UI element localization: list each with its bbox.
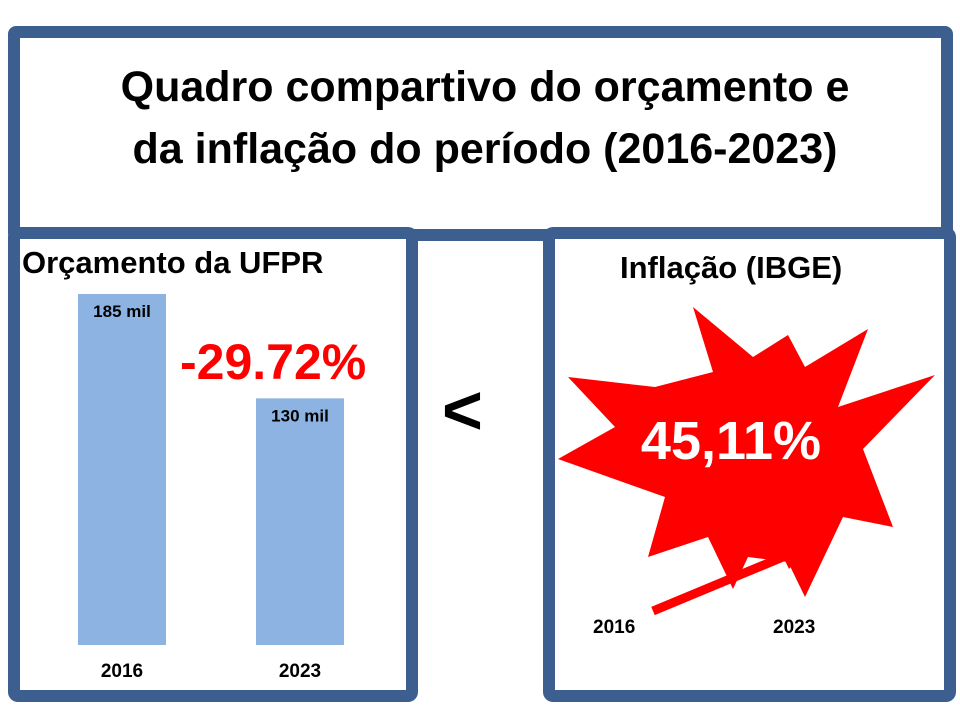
category-label: 2023 [279,661,321,682]
inflation-value: 45,11% [640,411,822,471]
trend-arrow-icon [651,543,811,616]
explosion-burst-shape [558,307,935,597]
title-line-1: Quadro compartivo do orçamento e [120,63,850,111]
inflation-burst [558,307,935,616]
budget-panel [8,227,418,702]
budget-panel-title: Orçamento da UFPR [22,245,324,280]
budget-bar-chart: 185 mil 2016 130 mil 2023 [78,294,344,682]
inflation-panel-title: Inflação (IBGE) [620,250,843,285]
bar-data-label: 130 mil [271,406,329,425]
title-line-2: da inflação do período (2016-2023) [132,125,838,173]
category-label: 2016 [101,661,143,682]
bar-2023 [256,398,344,645]
inflation-end-year: 2023 [773,617,816,638]
bar-2016 [78,294,166,645]
inflation-start-year: 2016 [593,617,636,638]
inflation-panel [543,227,956,702]
less-than-symbol: < [442,371,483,449]
title-frame [8,26,953,241]
budget-change-label: -29.72% [180,334,367,390]
page-title: Quadro compartivo do orçamento e da infl… [30,56,940,180]
bar-data-label: 185 mil [93,302,151,321]
